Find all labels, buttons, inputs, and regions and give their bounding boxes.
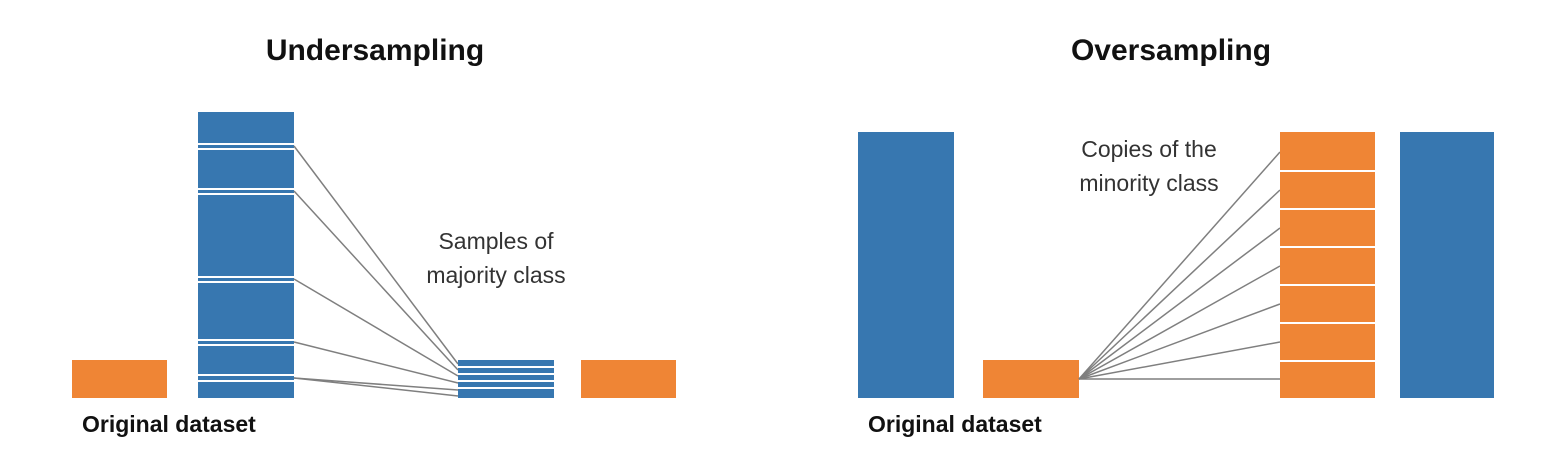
sample-stripe — [198, 276, 294, 278]
sample-stripe — [198, 374, 294, 376]
majority-bar-body — [198, 112, 294, 398]
sample-stripe — [458, 366, 554, 368]
sampling-line — [293, 377, 459, 397]
sample-stripe — [198, 344, 294, 346]
copy-line — [1078, 227, 1281, 380]
sample-stripe — [458, 387, 554, 389]
oversampling-caption: Original dataset — [868, 411, 1042, 437]
copy-divider — [1280, 208, 1375, 210]
undersampling-annotation-line1: Samples of — [438, 228, 554, 254]
copy-divider — [1280, 170, 1375, 172]
copy-line — [1078, 265, 1281, 380]
resampled-minority-bar — [581, 360, 676, 398]
copy-line — [1078, 189, 1281, 380]
sample-stripe — [198, 339, 294, 341]
sample-stripe — [198, 193, 294, 195]
sample-stripe — [198, 143, 294, 145]
sampling-line — [293, 341, 459, 384]
undersampling-caption: Original dataset — [82, 411, 256, 437]
sample-stripe — [458, 373, 554, 375]
oversampling-title: Oversampling — [1071, 34, 1271, 67]
sample-stripe — [198, 380, 294, 382]
copy-divider — [1280, 322, 1375, 324]
copy-divider — [1280, 360, 1375, 362]
resampled-majority-body — [458, 360, 554, 398]
copy-line — [1078, 303, 1281, 380]
sampling-lines — [293, 145, 459, 397]
copy-line — [1078, 341, 1281, 380]
oversampled-minority-bar — [1280, 132, 1375, 398]
copy-lines — [1078, 151, 1281, 380]
sample-stripe — [198, 188, 294, 190]
undersampling-annotation-line2: majority class — [426, 262, 565, 288]
resampled-majority-bar — [458, 360, 554, 398]
resampled-majority-bar — [1400, 132, 1494, 398]
oversampled-minority-body — [1280, 132, 1375, 398]
copy-divider — [1280, 284, 1375, 286]
original-majority-bar — [198, 112, 294, 398]
copy-line — [1078, 151, 1281, 380]
sampling-line — [293, 278, 459, 377]
undersampling-panel: Undersampling — [72, 34, 676, 437]
original-minority-bar — [983, 360, 1079, 398]
oversampling-annotation-line2: minority class — [1079, 170, 1218, 196]
original-majority-bar — [858, 132, 954, 398]
sampling-line — [293, 377, 459, 391]
oversampling-annotation-line1: Copies of the — [1081, 136, 1217, 162]
sample-stripe — [198, 148, 294, 150]
copy-divider — [1280, 246, 1375, 248]
sampling-line — [293, 190, 459, 371]
sample-stripe — [198, 281, 294, 283]
sample-stripe — [458, 380, 554, 382]
sampling-line — [293, 145, 459, 365]
oversampling-panel: Oversampling Copies of the m — [858, 34, 1494, 437]
original-minority-bar — [72, 360, 167, 398]
undersampling-title: Undersampling — [266, 34, 484, 67]
